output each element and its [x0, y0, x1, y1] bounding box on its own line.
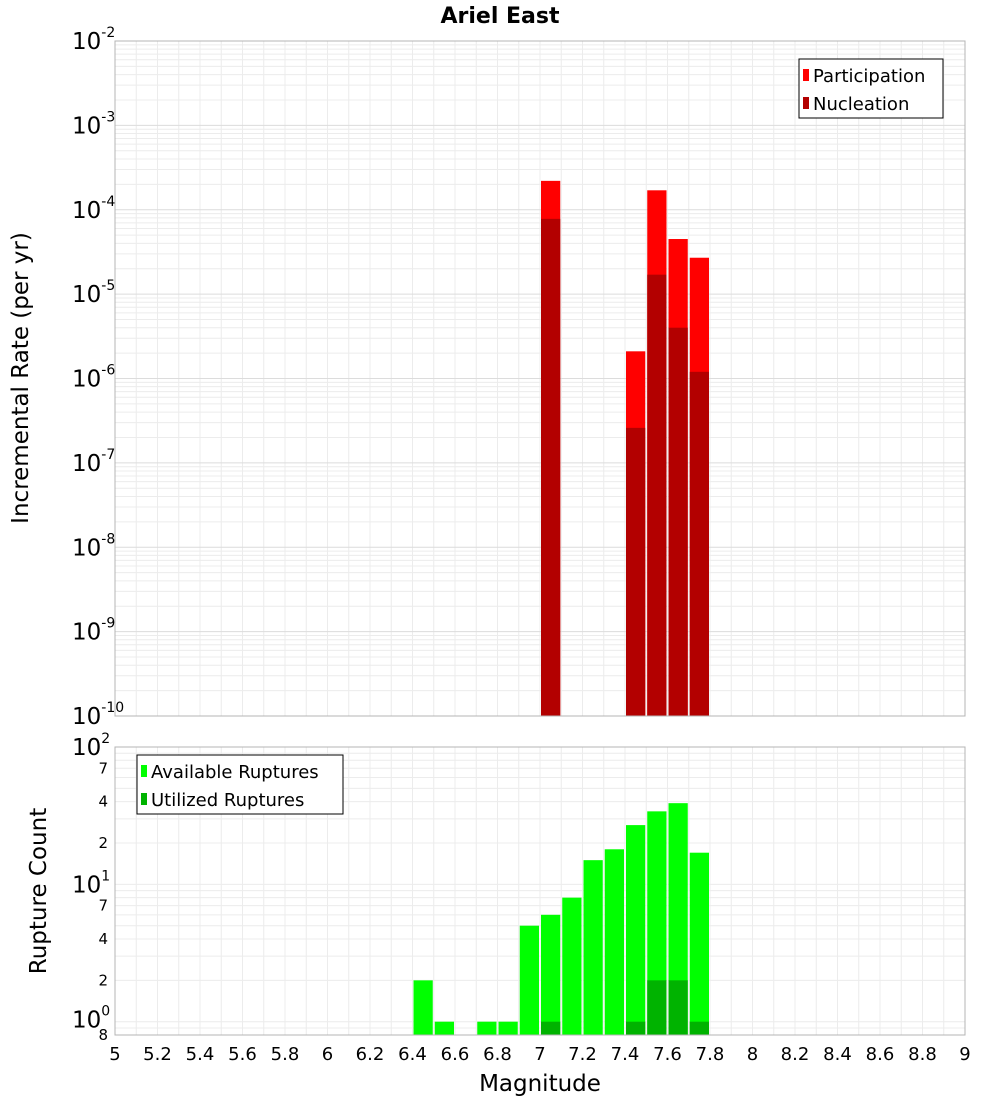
y-tick-label: 10-9 [72, 616, 115, 646]
y-tick-label: 10-10 [72, 700, 124, 730]
rupture-count-bar [689, 1021, 709, 1035]
y-tick-label: 4 [98, 793, 108, 811]
rupture-count-bar [498, 1021, 518, 1035]
legend-swatch [141, 765, 147, 777]
rupture-count-bar [562, 897, 582, 1035]
rate-bar [668, 327, 688, 716]
top-y-axis-label: Incremental Rate (per yr) [8, 232, 34, 524]
x-tick-labels: 5 5.2 5.4 5.6 5.8 6 6.2 6.4 6.6 6.8 7 7.2 7.4 7.6 7.8 8… [109, 1044, 970, 1065]
top-plot-grid [114, 40, 966, 717]
x-tick-label: 5.2 [143, 1044, 172, 1065]
rupture-count-bar [668, 980, 688, 1035]
legend-box [798, 58, 944, 119]
rupture-count-bar [541, 1021, 561, 1035]
bottom-y-axis-label: Rupture Count [26, 808, 52, 974]
x-tick-label: 8.8 [908, 1044, 937, 1065]
x-tick-label: 7.8 [696, 1044, 725, 1065]
rupture-count-bar [413, 980, 433, 1035]
y-tick-label: 2 [98, 834, 108, 852]
x-tick-label: 5.4 [186, 1044, 215, 1065]
y-tick-label: 4 [98, 930, 108, 948]
y-tick-label: 7 [98, 897, 108, 915]
rupture-count-bar [689, 852, 709, 1035]
x-tick-label: 6.6 [441, 1044, 470, 1065]
y-tick-label: 100 [72, 1004, 110, 1034]
legend-swatch [141, 793, 147, 805]
rupture-count-bar [626, 825, 646, 1035]
chart-title: Ariel East [440, 4, 560, 29]
top-plot-frame [114, 40, 966, 717]
x-tick-label: 5.6 [228, 1044, 257, 1065]
rupture-count-bar [647, 980, 667, 1035]
y-tick-label: 2 [98, 971, 108, 989]
legend-label: Utilized Ruptures [151, 790, 304, 811]
x-tick-label: 6 [322, 1044, 333, 1065]
rupture-count-bar [604, 849, 624, 1035]
x-tick-label: 7.6 [653, 1044, 682, 1065]
x-tick-label: 8.4 [823, 1044, 852, 1065]
x-tick-label: 9 [959, 1044, 970, 1065]
legend-box [136, 754, 344, 815]
y-tick-label: 10-4 [72, 194, 115, 224]
x-tick-label: 8.2 [781, 1044, 810, 1065]
rate-bar [647, 274, 667, 716]
x-tick-label: 5 [109, 1044, 120, 1065]
y-tick-label: 10-5 [72, 278, 115, 308]
rupture-count-bar [626, 1021, 646, 1035]
x-tick-label: 7.4 [611, 1044, 640, 1065]
top-plot-bars [541, 180, 709, 716]
rupture-count-bar [583, 860, 603, 1035]
top-legend: Participation Nucleation [798, 58, 944, 119]
x-tick-label: 5.8 [271, 1044, 300, 1065]
rupture-count-bar [647, 811, 667, 1035]
rupture-count-bar [668, 803, 688, 1035]
legend-label: Available Ruptures [151, 762, 319, 783]
rupture-count-bar [541, 914, 561, 1035]
rate-bar [541, 218, 561, 716]
y-tick-label: 102 [72, 731, 110, 761]
legend-swatch [803, 97, 809, 109]
y-tick-label: 101 [72, 868, 110, 898]
x-tick-label: 8 [747, 1044, 758, 1065]
bottom-legend: Available Ruptures Utilized Ruptures [136, 754, 344, 815]
x-tick-label: 7.2 [568, 1044, 597, 1065]
x-tick-label: 6.4 [398, 1044, 427, 1065]
y-tick-label: 10-6 [72, 363, 115, 393]
y-tick-label: 7 [98, 759, 108, 777]
y-tick-label: 10-7 [72, 447, 115, 477]
y-tick-label: 10-2 [72, 25, 115, 55]
x-tick-label: 6.8 [483, 1044, 512, 1065]
rate-bar [689, 371, 709, 716]
legend-label: Participation [813, 66, 925, 87]
x-tick-label: 8.6 [866, 1044, 895, 1065]
bottom-plot-frame [114, 746, 966, 1036]
rupture-count-bar [519, 925, 539, 1035]
x-tick-label: 7 [534, 1044, 545, 1065]
legend-swatch [803, 69, 809, 81]
rupture-count-bar [477, 1021, 497, 1035]
y-tick-label: 10-8 [72, 531, 115, 561]
x-axis-label: Magnitude [479, 1071, 601, 1097]
rate-bar [626, 427, 646, 716]
x-tick-label: 6.2 [356, 1044, 385, 1065]
bottom-plot-bars [413, 803, 709, 1035]
top-y-tick-labels: 10-10 10-9 10-8 10-7 10-6 10-5 10-4 10-3 10-2 [72, 25, 124, 730]
bottom-plot-grid [114, 747, 966, 1036]
rupture-count-bar [434, 1021, 454, 1035]
y-tick-label: 10-3 [72, 109, 115, 139]
y-tick-label: 8 [98, 1026, 108, 1044]
legend-label: Nucleation [813, 94, 909, 115]
